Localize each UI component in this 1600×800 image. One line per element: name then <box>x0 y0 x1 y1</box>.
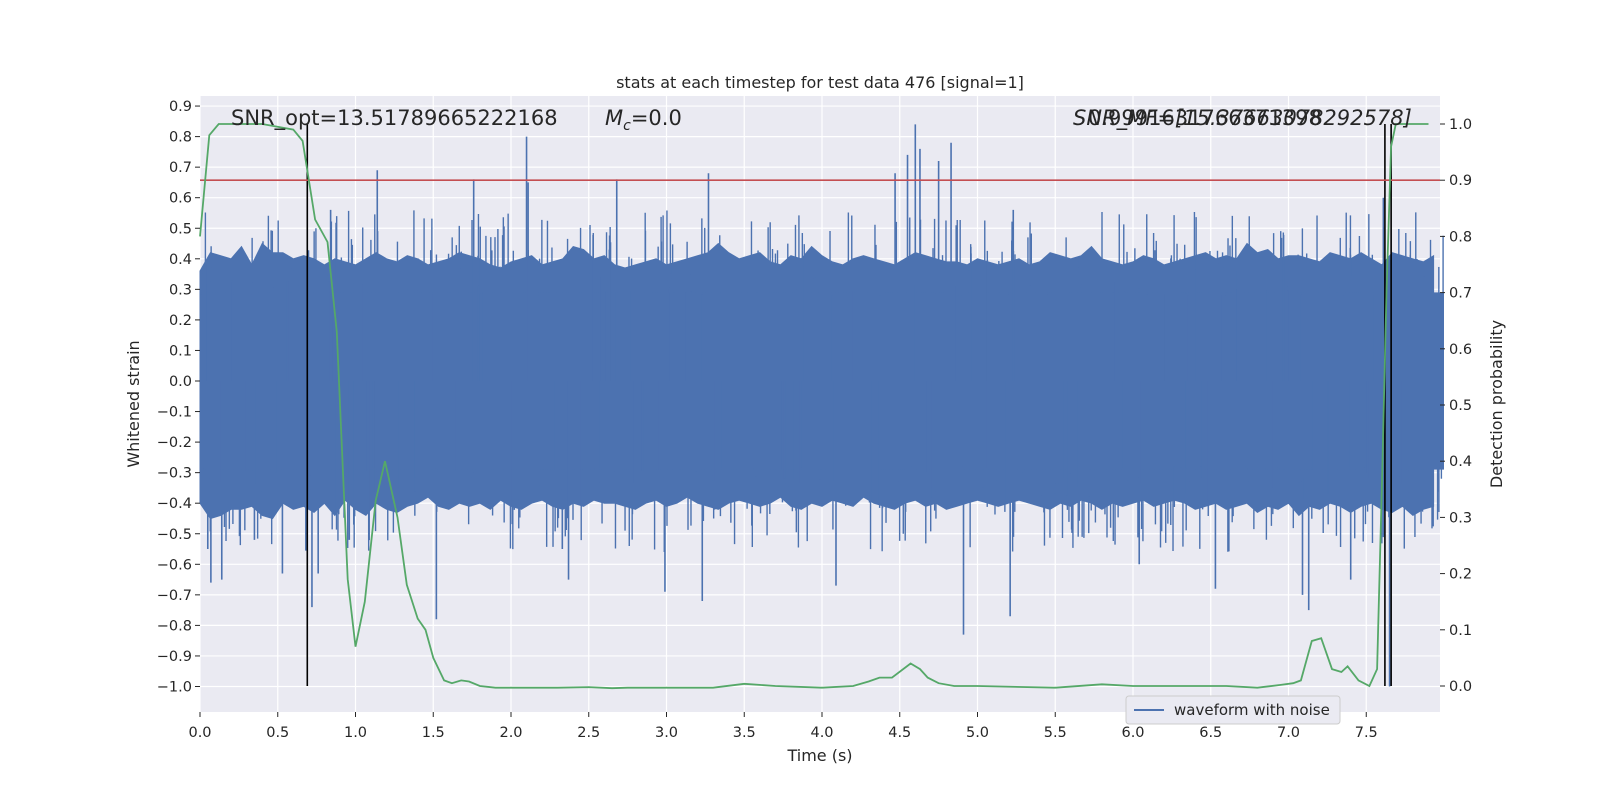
left-y-tick-label: 0.3 <box>169 282 192 298</box>
right-y-tick-label: 0.7 <box>1449 286 1472 302</box>
x-tick-label: 3.5 <box>733 725 756 741</box>
left-y-tick-label: 0.1 <box>169 343 192 359</box>
legend: waveform with noise <box>1125 695 1341 725</box>
left-y-tick-label: 0.0 <box>169 374 192 390</box>
x-tick-label: 0.0 <box>188 725 211 741</box>
left-y-tick-label: −0.5 <box>157 527 192 543</box>
left-y-tick-label: 0.2 <box>169 313 192 329</box>
x-tick-label: 1.0 <box>344 725 367 741</box>
left-y-tick-label: −1.0 <box>157 680 192 696</box>
left-y-tick-label: −0.1 <box>157 405 192 421</box>
waveform-with-noise-series <box>199 124 1444 687</box>
right-y-axis-label: Detection probability <box>1487 320 1506 488</box>
x-tick-label: 6.5 <box>1199 725 1222 741</box>
left-y-tick-label: 0.9 <box>169 99 192 115</box>
legend-waveform-label: waveform with noise <box>1174 701 1330 719</box>
right-y-axis-ticks: 1.0 0.9 0.8 0.7 0.6 0.5 0.4 0.3 0.2 0.1 0.0 <box>1440 117 1472 695</box>
left-y-tick-label: 0.4 <box>169 252 192 268</box>
chirp-mass-annotation: Mc=0.0 <box>605 106 682 134</box>
detection-probability-series <box>199 123 1429 690</box>
chart-title: stats at each timestep for test data 476… <box>616 73 1024 92</box>
left-y-tick-label: −0.4 <box>157 496 192 512</box>
vertical-marker-lines <box>306 124 1392 686</box>
snr-opt-annotation: SNR_opt=13.51789665222168 <box>231 106 558 131</box>
x-tick-label: 7.5 <box>1355 725 1378 741</box>
x-tick-label: 2.0 <box>499 725 522 741</box>
chirp-mass-value: =0.0 <box>631 106 682 130</box>
chirp-mass-symbol: M <box>605 106 623 130</box>
left-y-axis-label: Whitened strain <box>124 340 143 467</box>
x-tick-label: 2.5 <box>577 725 600 741</box>
left-y-tick-label: −0.2 <box>157 435 192 451</box>
x-tick-label: 7.0 <box>1277 725 1300 741</box>
x-tick-label: 5.5 <box>1044 725 1067 741</box>
right-y-tick-label: 0.6 <box>1449 342 1472 358</box>
x-axis-label: Time (s) <box>786 746 852 765</box>
right-y-tick-label: 0.4 <box>1449 454 1472 470</box>
left-y-tick-label: −0.8 <box>157 618 192 634</box>
right-y-tick-label: 0.1 <box>1449 623 1472 639</box>
left-y-tick-label: −0.9 <box>157 649 192 665</box>
legend-frame <box>1125 695 1341 725</box>
snr-mf-annotation: SNR_MF=[15.37663078292578] <box>1073 106 1412 131</box>
left-y-tick-label: 0.8 <box>169 130 192 146</box>
left-y-tick-label: −0.6 <box>157 557 192 573</box>
x-tick-label: 4.0 <box>810 725 833 741</box>
x-tick-label: 6.0 <box>1121 725 1144 741</box>
right-y-tick-label: 0.3 <box>1449 510 1472 526</box>
right-y-tick-label: 0.8 <box>1449 229 1472 245</box>
x-axis-ticks: 0.0 0.5 1.0 1.5 2.0 2.5 3.0 3.5 4.0 4.5 5.0 5.5 6.0 6… <box>188 712 1378 741</box>
x-tick-label: 0.5 <box>266 725 289 741</box>
x-tick-label: 5.0 <box>966 725 989 741</box>
left-y-tick-label: 0.7 <box>169 160 192 176</box>
right-y-tick-label: 0.2 <box>1449 567 1472 583</box>
left-y-tick-label: 0.6 <box>169 191 192 207</box>
x-tick-label: 3.0 <box>655 725 678 741</box>
x-tick-label: 1.5 <box>422 725 445 741</box>
left-y-tick-label: −0.3 <box>157 466 192 482</box>
right-y-tick-label: 0.5 <box>1449 398 1472 414</box>
left-y-axis-ticks: 0.9 0.8 0.7 0.6 0.5 0.4 0.3 0.2 0.1 0.0 −0.1 −0.2 −0… <box>157 99 200 696</box>
right-y-tick-label: 1.0 <box>1449 117 1472 133</box>
max-probability-annotation: 0.9991631766371398 <box>1088 106 1322 130</box>
chirp-mass-subscript: c <box>623 118 631 134</box>
detection-probability-line <box>199 123 1429 690</box>
right-y-tick-label: 0.9 <box>1449 173 1472 189</box>
x-tick-label: 4.5 <box>888 725 911 741</box>
left-y-tick-label: 0.5 <box>169 221 192 237</box>
left-y-tick-label: −0.7 <box>157 588 192 604</box>
right-y-tick-label: 0.0 <box>1449 679 1472 695</box>
